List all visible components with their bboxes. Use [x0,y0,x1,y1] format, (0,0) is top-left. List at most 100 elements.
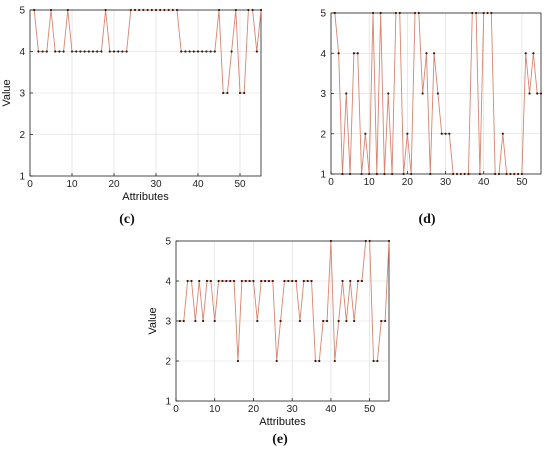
data-point [217,8,221,12]
data-point [232,279,236,283]
data-point [205,279,209,283]
subplot-3: 0 10 20 30 40 50 1 2 3 4 5 Attributes Value (e) [147,237,391,447]
data-point [125,50,128,53]
data-point [364,132,367,135]
data-point [184,50,187,53]
data-point [198,279,201,283]
x-tick-label: 0 [27,179,33,190]
data-point [402,172,405,176]
data-point [91,50,95,53]
data-point [178,319,181,323]
data-point [180,50,183,53]
y-tick-label: 4 [320,49,326,60]
data-point [240,279,243,283]
data-point [251,8,254,12]
data-point [509,172,512,176]
data-point [121,50,124,53]
data-point [256,319,259,323]
x-axis-label: Attributes [122,191,169,203]
data-point [345,92,348,95]
data-point [356,52,359,55]
y-tick-label: 2 [165,357,171,368]
data-point [536,92,539,95]
data-point [360,172,363,176]
data-point [226,91,229,95]
data-point [259,8,263,12]
data-point [196,50,200,53]
data-point [387,239,391,243]
data-point [117,50,120,53]
x-tick-label: 50 [234,179,246,190]
data-point [467,172,470,176]
x-tick-label: 0 [173,404,179,415]
data-point [175,8,179,12]
data-point [387,92,390,95]
x-tick-label: 10 [66,179,78,190]
data-point [322,319,325,323]
data-point [368,239,371,243]
data-point [459,172,462,176]
data-point [432,52,436,55]
data-point [298,319,302,323]
data-point [417,11,420,15]
data-point [513,172,516,176]
data-point [455,172,459,176]
data-point [138,8,141,12]
data-point [490,11,493,15]
data-point [429,172,432,176]
data-point [75,50,78,53]
data-point [234,8,237,12]
subplot-1: 0 10 20 30 40 50 1 2 3 4 5 Attributes Value (c) [1,6,263,227]
data-point [341,279,344,283]
data-point [398,11,401,15]
data-point [248,279,251,283]
data-point [108,50,111,53]
data-point [349,279,352,283]
data-point [379,11,382,15]
data-point [333,359,336,363]
x-tick-label: 40 [325,404,337,415]
data-point [182,319,185,323]
y-tick-label: 5 [320,9,326,20]
data-point [243,91,246,95]
data-point [188,50,191,53]
y-tick-label: 1 [19,172,25,183]
x-tick-label: 30 [150,179,162,190]
data-point [364,239,367,243]
data-point [287,279,290,283]
data-point [37,50,40,53]
data-point [252,279,255,283]
x-tick-label: 10 [364,177,376,188]
data-point [372,359,375,363]
data-point [100,50,103,53]
series-line [179,240,390,362]
data-point [213,319,216,323]
data-point [221,279,224,283]
y-axis-label: Value [1,79,13,106]
y-tick-label: 3 [19,89,25,100]
data-point [202,319,205,323]
x-tick-label: 10 [209,404,221,415]
data-point [291,279,294,283]
data-point [329,239,333,243]
data-point [413,11,417,15]
data-point [520,172,524,176]
data-point [222,91,225,95]
data-point [163,8,166,12]
data-point [436,92,440,95]
data-point [337,319,340,323]
data-point [471,11,474,15]
data-point [79,50,82,53]
data-point [49,8,53,12]
data-point [505,172,508,176]
data-point [133,8,137,12]
data-point [190,279,193,283]
data-point [150,8,153,12]
data-point [410,172,413,176]
x-tick-label: 30 [287,404,299,415]
data-point [62,50,65,53]
data-point [333,11,336,15]
data-point [478,172,482,176]
y-axis-label: Value [147,307,159,334]
